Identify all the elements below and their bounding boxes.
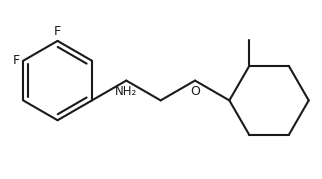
Text: F: F xyxy=(13,54,20,67)
Text: NH₂: NH₂ xyxy=(115,85,137,98)
Text: O: O xyxy=(190,84,200,98)
Text: F: F xyxy=(54,25,61,38)
